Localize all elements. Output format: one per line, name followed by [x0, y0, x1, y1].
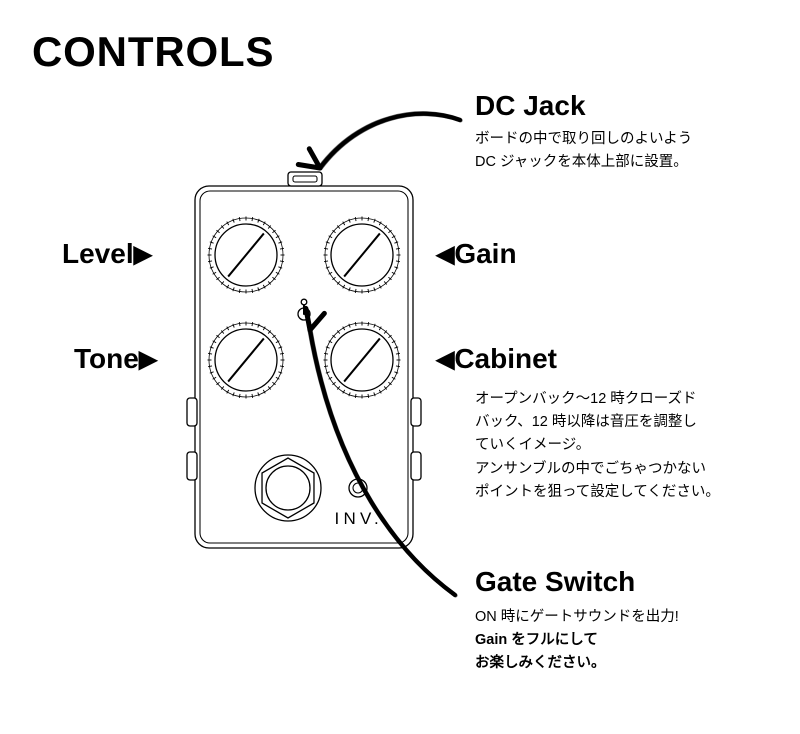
- pedal-diagram: INV.: [0, 0, 800, 734]
